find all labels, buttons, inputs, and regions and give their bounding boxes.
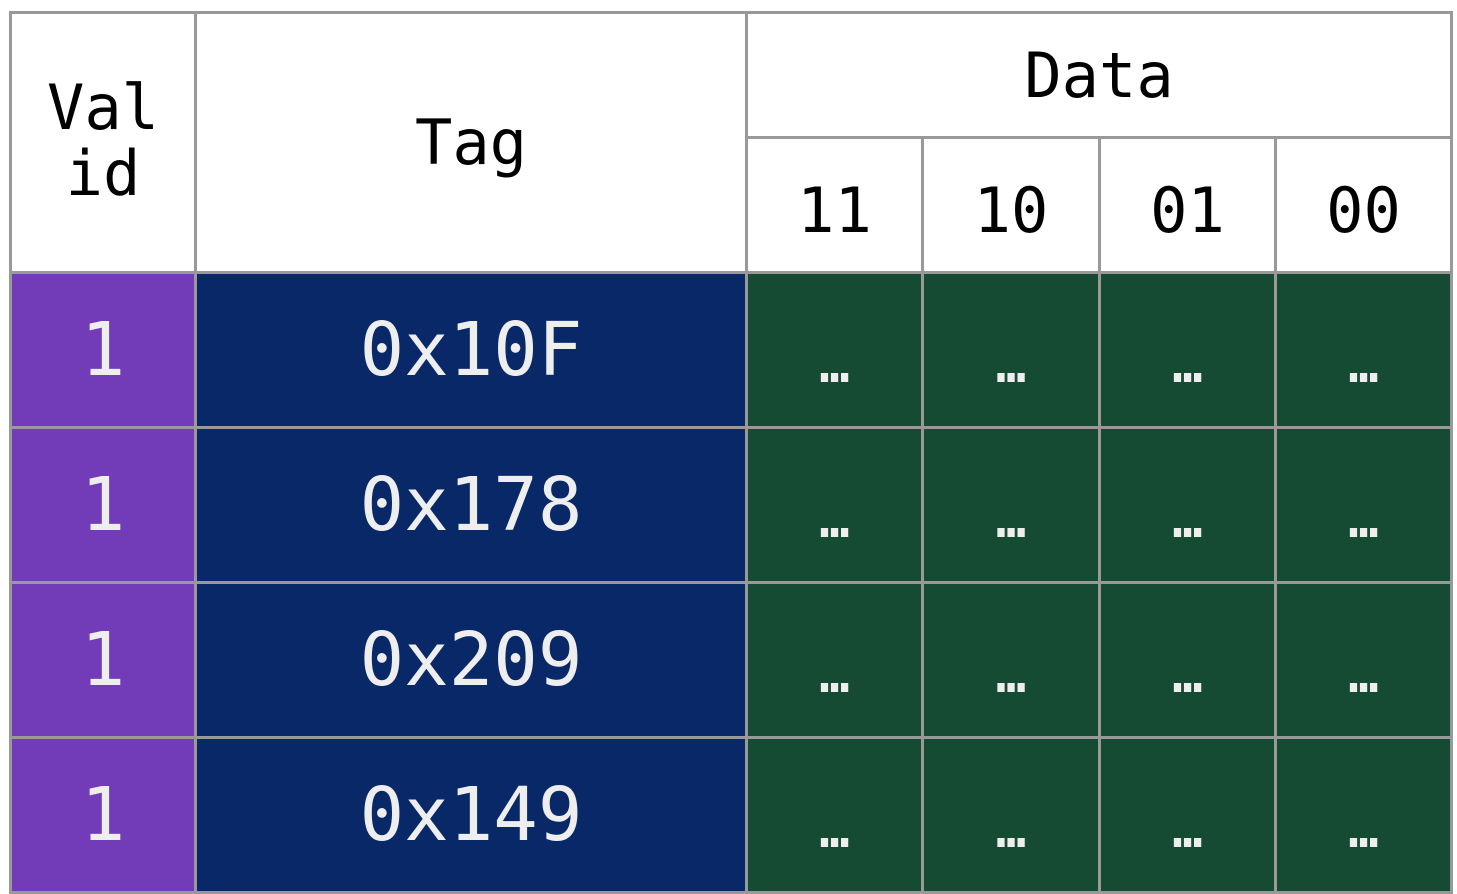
data-cell: … [921, 426, 1101, 584]
data-cell: … [1098, 581, 1277, 739]
tag-cell: 0x149 [194, 736, 748, 894]
data-cell: … [1098, 271, 1277, 429]
data-cell: … [921, 271, 1101, 429]
data-cell: … [921, 581, 1101, 739]
data-cell: … [745, 581, 924, 739]
valid-cell: 1 [9, 426, 197, 584]
offset-header-00: 00 [1274, 136, 1453, 274]
table-row: 1 0x209 … … … … [9, 581, 1453, 739]
data-cell: … [921, 736, 1101, 894]
table-row: 1 0x10F … … … … [9, 271, 1453, 429]
data-cell: … [745, 271, 924, 429]
data-cell: … [1098, 736, 1277, 894]
tag-cell: 0x178 [194, 426, 748, 584]
cache-table: Valid Tag Data 11 10 01 00 1 0x10F … … …… [9, 11, 1453, 894]
data-cell: … [745, 426, 924, 584]
valid-header: Valid [9, 11, 197, 274]
offset-header-11: 11 [745, 136, 924, 274]
data-cell: … [1274, 736, 1453, 894]
valid-header-text: Valid [47, 71, 159, 210]
data-cell: … [1274, 581, 1453, 739]
table-row: 1 0x178 … … … … [9, 426, 1453, 584]
data-cell: … [1274, 271, 1453, 429]
tag-header: Tag [194, 11, 748, 274]
valid-cell: 1 [9, 736, 197, 894]
tag-cell: 0x209 [194, 581, 748, 739]
data-cell: … [745, 736, 924, 894]
tag-cell: 0x10F [194, 271, 748, 429]
offset-header-01: 01 [1098, 136, 1277, 274]
valid-cell: 1 [9, 581, 197, 739]
valid-cell: 1 [9, 271, 197, 429]
data-cell: … [1098, 426, 1277, 584]
data-header: Data [745, 11, 1453, 139]
data-cell: … [1274, 426, 1453, 584]
offset-header-10: 10 [921, 136, 1101, 274]
table-row: 1 0x149 … … … … [9, 736, 1453, 894]
